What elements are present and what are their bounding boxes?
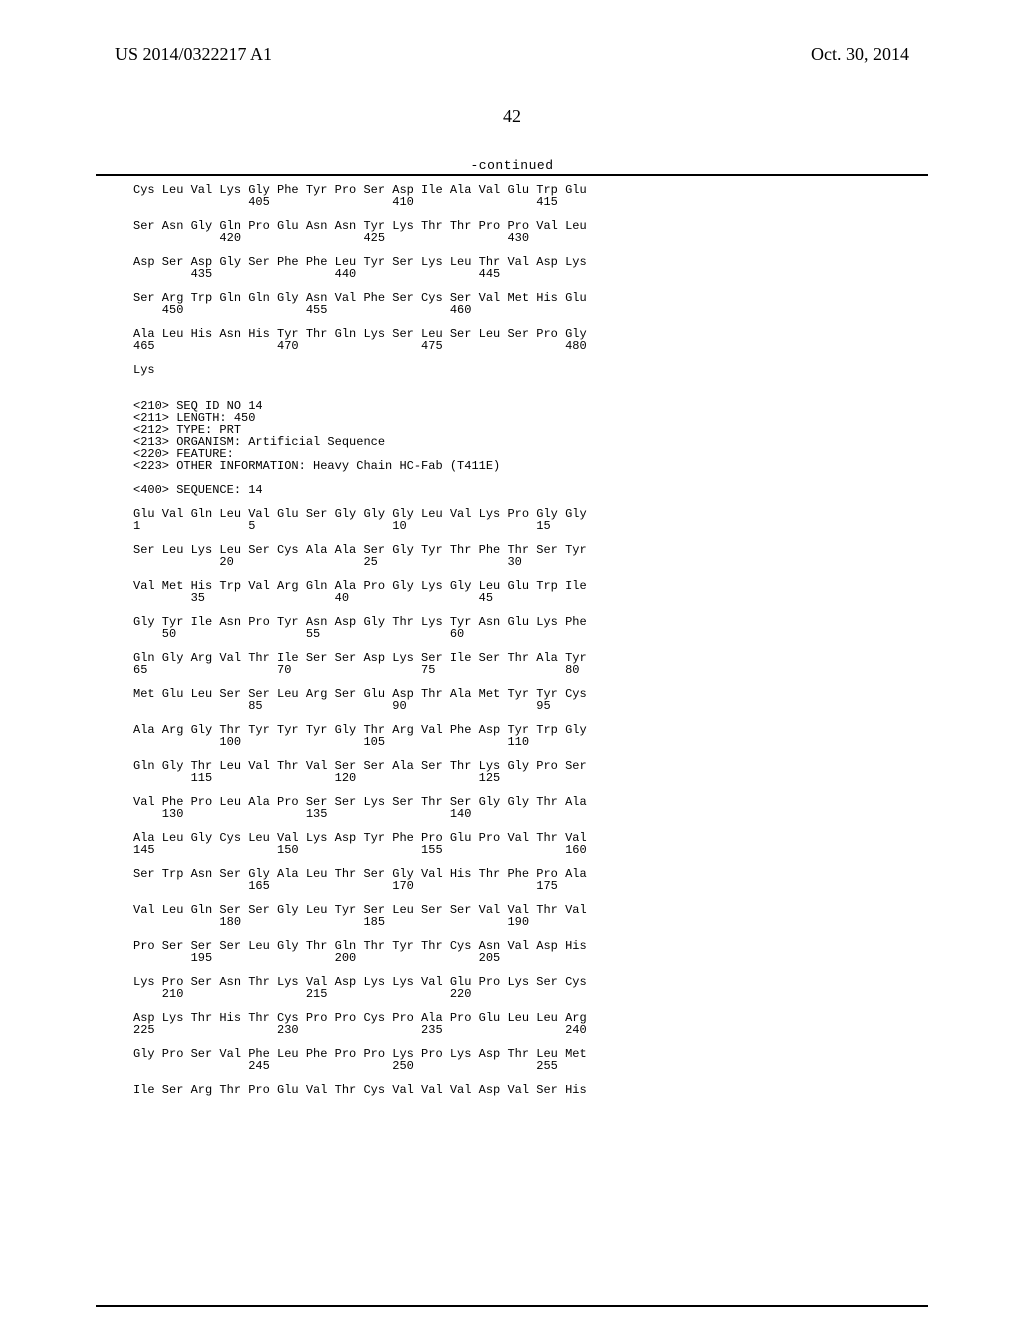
sequence-listing: Cys Leu Val Lys Gly Phe Tyr Pro Ser Asp … [133,184,913,1096]
top-rule [96,174,928,176]
header-date: Oct. 30, 2014 [811,44,909,65]
continued-label: -continued [0,158,1024,173]
page: US 2014/0322217 A1 Oct. 30, 2014 42 -con… [0,0,1024,1320]
bottom-rule [96,1305,928,1307]
page-number: 42 [0,106,1024,127]
header-patent-number: US 2014/0322217 A1 [115,44,272,65]
